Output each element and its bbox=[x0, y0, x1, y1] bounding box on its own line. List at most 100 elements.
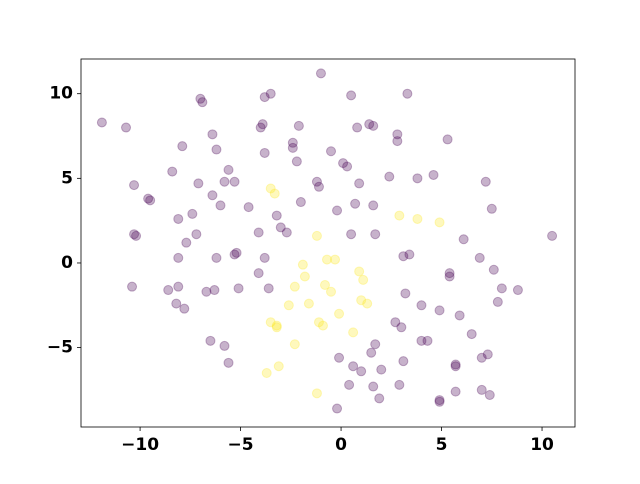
point bbox=[311, 176, 322, 187]
point bbox=[342, 161, 353, 172]
point bbox=[311, 230, 322, 241]
point bbox=[364, 119, 375, 130]
point bbox=[275, 222, 286, 233]
y-tick-label: −5 bbox=[47, 338, 73, 358]
point bbox=[374, 393, 385, 404]
point bbox=[416, 335, 427, 346]
point bbox=[273, 361, 284, 372]
point bbox=[167, 166, 178, 177]
point bbox=[145, 195, 156, 206]
point bbox=[297, 259, 308, 270]
point bbox=[313, 317, 324, 328]
point bbox=[450, 386, 461, 397]
point bbox=[416, 300, 427, 311]
point bbox=[179, 303, 190, 314]
point bbox=[476, 384, 487, 395]
point bbox=[177, 141, 188, 152]
point bbox=[398, 251, 409, 262]
point bbox=[392, 136, 403, 147]
point bbox=[366, 347, 377, 358]
point bbox=[211, 144, 222, 155]
point bbox=[209, 285, 220, 296]
point bbox=[191, 229, 202, 240]
point bbox=[271, 320, 282, 331]
point bbox=[334, 308, 345, 319]
point bbox=[211, 252, 222, 263]
point bbox=[348, 361, 359, 372]
point bbox=[362, 298, 373, 309]
point bbox=[422, 335, 433, 346]
point bbox=[348, 327, 359, 338]
point bbox=[326, 286, 337, 297]
point bbox=[368, 200, 379, 211]
point bbox=[193, 178, 204, 189]
x-tick-label: 10 bbox=[530, 435, 554, 455]
point bbox=[428, 169, 439, 180]
point bbox=[233, 283, 244, 294]
point bbox=[354, 178, 365, 189]
y-tick-label: 0 bbox=[61, 253, 73, 273]
point bbox=[129, 180, 140, 191]
point bbox=[434, 395, 445, 406]
point bbox=[261, 368, 272, 379]
point bbox=[293, 120, 304, 131]
point bbox=[187, 208, 198, 219]
point bbox=[263, 283, 274, 294]
point bbox=[295, 197, 306, 208]
point bbox=[492, 296, 503, 307]
point bbox=[163, 285, 174, 296]
point bbox=[352, 122, 363, 133]
point bbox=[402, 88, 413, 99]
point bbox=[265, 183, 276, 194]
point bbox=[289, 281, 300, 292]
point bbox=[547, 230, 558, 241]
point bbox=[229, 176, 240, 187]
point bbox=[390, 317, 401, 328]
x-tick-label: 5 bbox=[436, 435, 448, 455]
point bbox=[195, 93, 206, 104]
point bbox=[96, 117, 107, 128]
point bbox=[303, 298, 314, 309]
point bbox=[482, 349, 493, 360]
point bbox=[434, 396, 445, 407]
point bbox=[287, 142, 298, 153]
point bbox=[215, 200, 226, 211]
point bbox=[121, 122, 132, 133]
point bbox=[344, 379, 355, 390]
point bbox=[332, 205, 343, 216]
point bbox=[458, 234, 469, 245]
point bbox=[207, 190, 218, 201]
point bbox=[350, 198, 361, 209]
x-tick-label: −5 bbox=[228, 435, 254, 455]
point bbox=[450, 359, 461, 370]
point bbox=[376, 364, 387, 375]
point bbox=[259, 252, 270, 263]
point bbox=[474, 252, 485, 263]
plot-frame bbox=[80, 58, 576, 428]
point bbox=[259, 147, 270, 158]
point bbox=[223, 164, 234, 175]
point bbox=[384, 171, 395, 182]
point bbox=[127, 281, 138, 292]
point bbox=[311, 388, 322, 399]
point bbox=[229, 249, 240, 260]
point bbox=[412, 213, 423, 224]
point bbox=[299, 271, 310, 282]
point bbox=[488, 264, 499, 275]
point bbox=[265, 317, 276, 328]
point bbox=[253, 268, 264, 279]
point bbox=[181, 237, 192, 248]
point bbox=[368, 120, 379, 131]
point bbox=[291, 156, 302, 167]
point bbox=[450, 361, 461, 372]
point bbox=[171, 298, 182, 309]
point bbox=[287, 137, 298, 148]
point bbox=[243, 202, 254, 213]
point bbox=[486, 203, 497, 214]
point bbox=[370, 229, 381, 240]
point bbox=[143, 193, 154, 204]
point bbox=[356, 295, 367, 306]
point bbox=[197, 97, 208, 108]
point bbox=[444, 271, 455, 282]
